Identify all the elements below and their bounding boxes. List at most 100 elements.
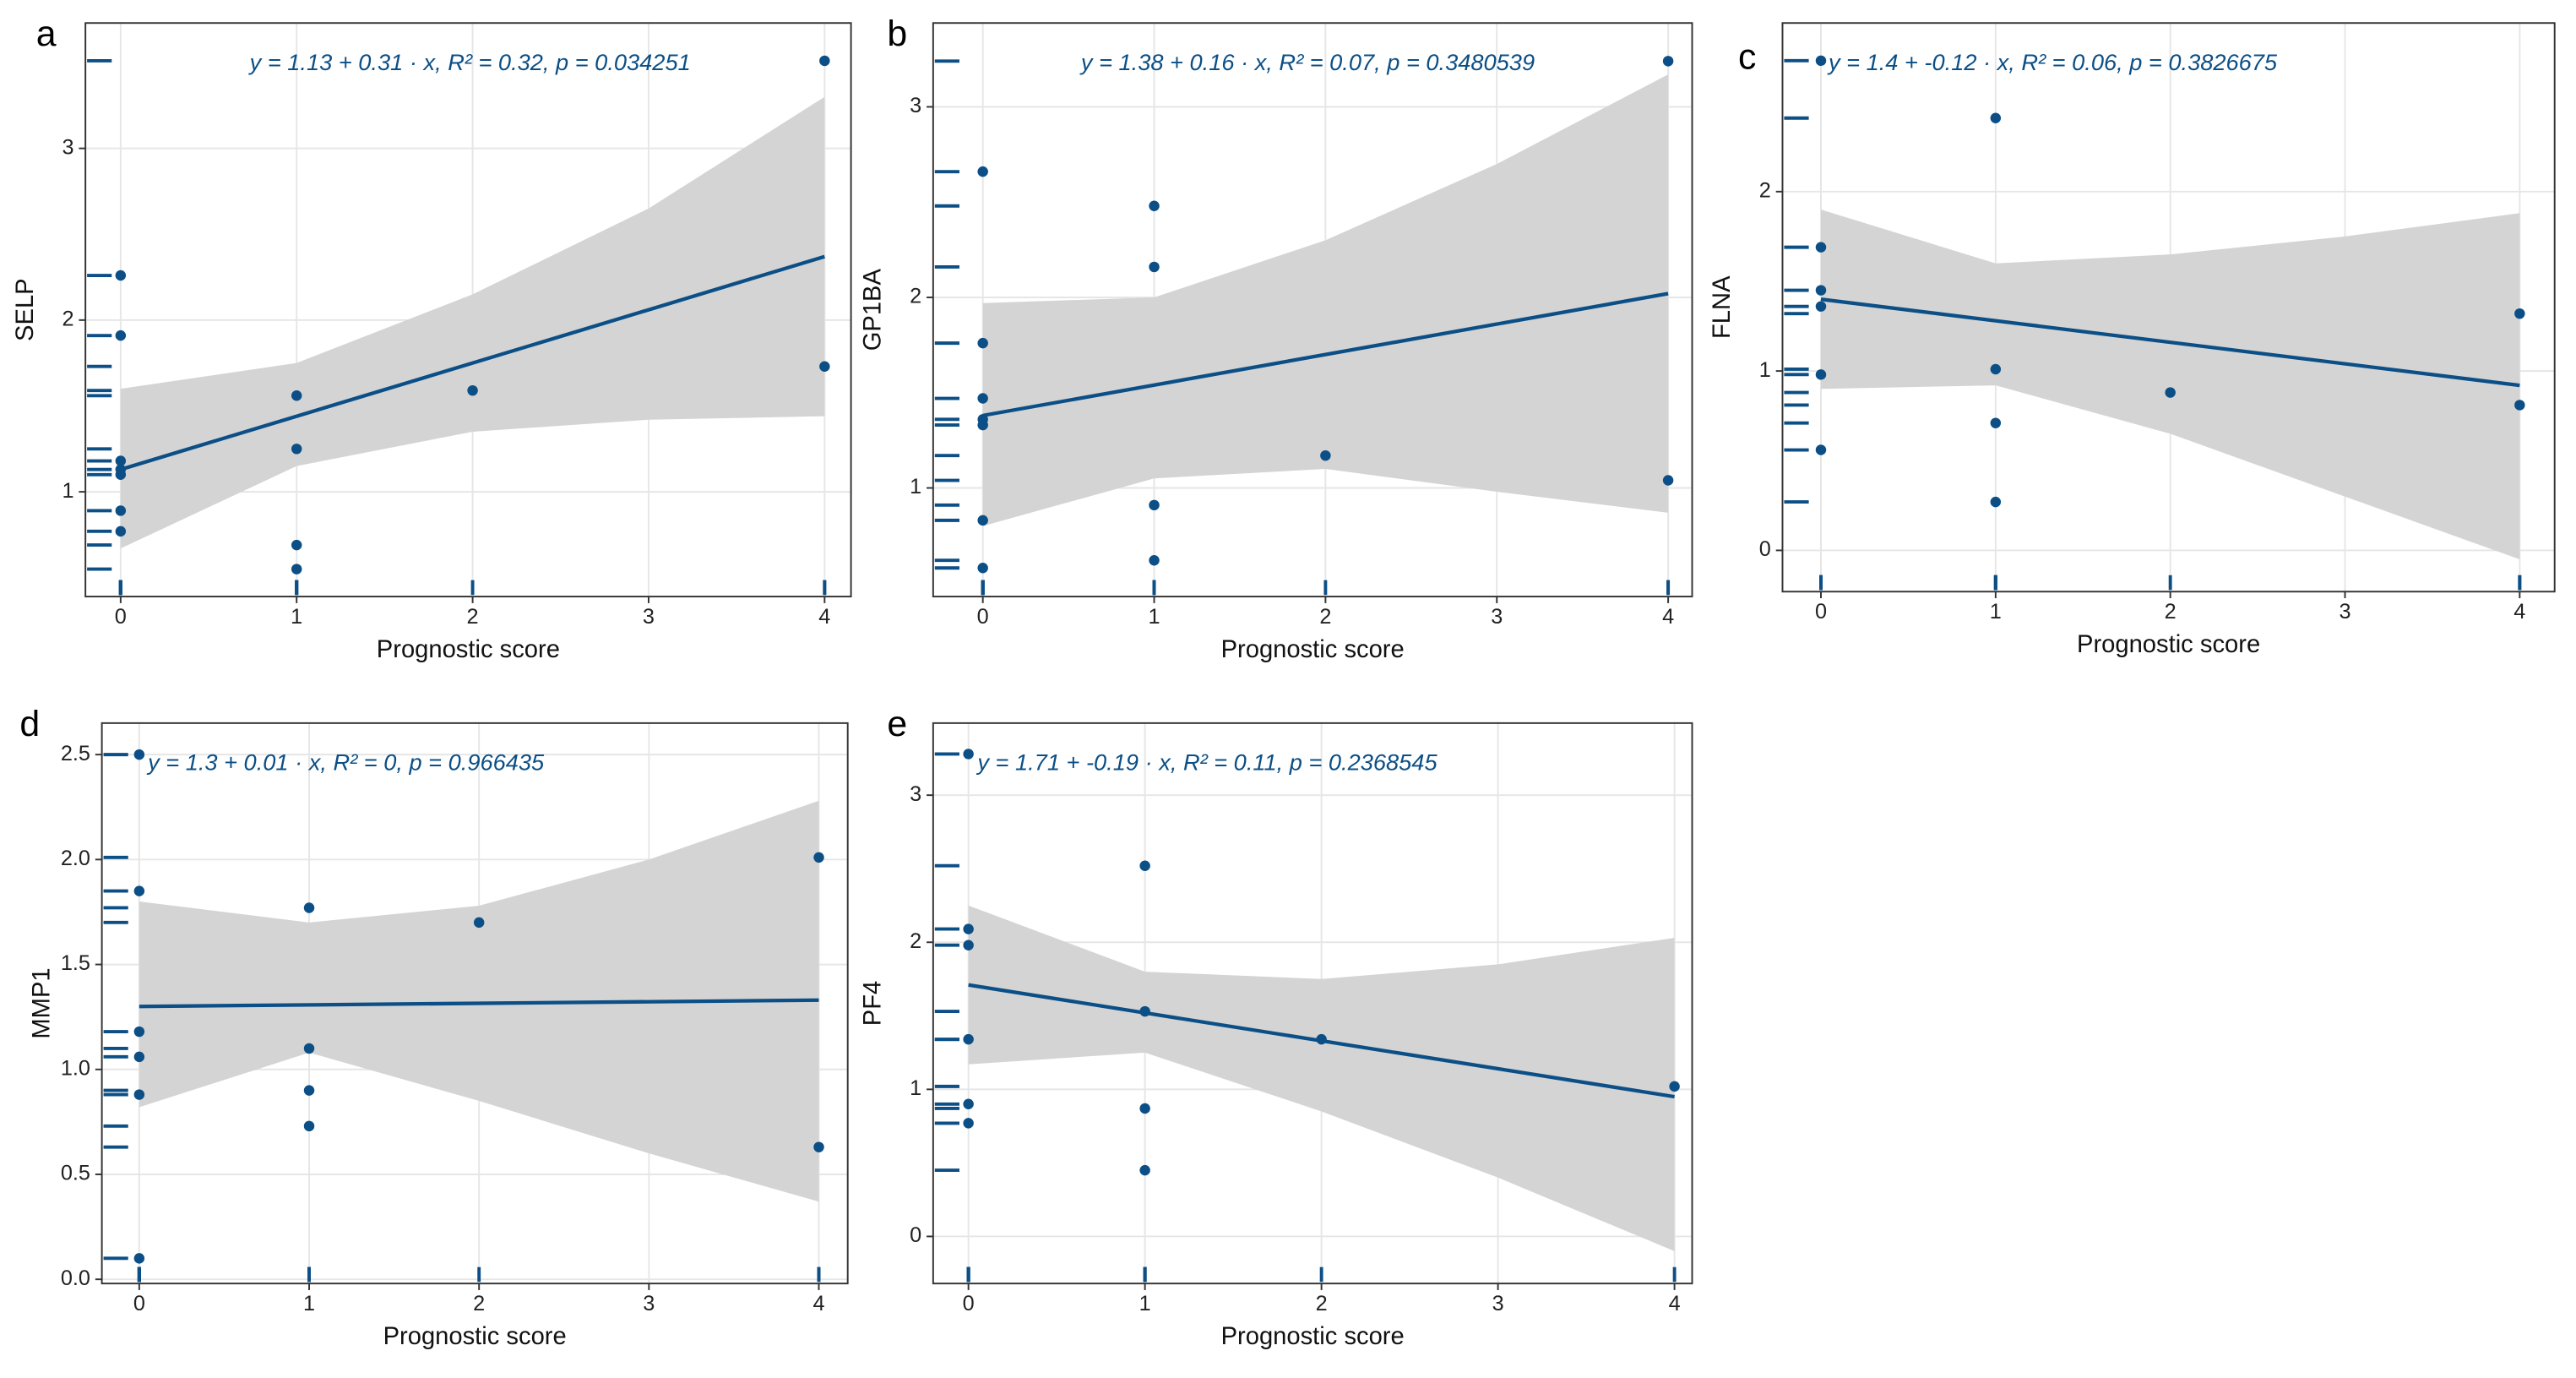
point [977,166,988,177]
x-tick-label: 3 [2339,600,2350,624]
point [303,1120,315,1132]
confidence-band [1820,210,2520,560]
point [963,749,974,760]
x-tick-label: 4 [818,605,830,629]
point [115,455,127,466]
y-tick-label: 2 [62,308,73,331]
plot-border [84,22,852,598]
point [813,852,824,863]
x-tick-label: 0 [1815,600,1827,624]
point [1320,449,1331,461]
y-tick-label: 1.5 [61,951,90,975]
panel-label: a [36,14,57,54]
annotation: y = 1.3 + 0.01 · x, R² = 0, p = 0.966435 [146,749,545,776]
point [291,564,302,575]
point [115,270,127,281]
point [977,337,988,349]
x-axis-label: Prognostic score [1221,636,1405,663]
point [133,1026,145,1038]
point [133,1051,145,1063]
point [813,1141,824,1152]
x-tick-label: 0 [115,605,127,629]
point [467,384,478,396]
x-tick-label: 0 [133,1292,145,1315]
point [473,917,485,929]
point [1149,499,1160,511]
x-tick-label: 3 [643,1292,655,1315]
point [963,923,974,934]
fit-line [1820,297,2520,388]
point [303,1085,315,1096]
point [963,940,974,950]
point [963,1033,974,1045]
point [115,469,127,481]
y-tick-label: 1 [910,475,921,498]
point [1815,444,1827,455]
point [115,330,127,341]
y-tick-label: 0 [1759,537,1771,561]
panel-label: e [887,704,907,744]
annotation: y = 1.13 + 0.31 · x, R² = 0.32, p = 0.03… [248,49,691,75]
point [1669,1081,1680,1092]
point [819,55,830,67]
point [1662,56,1674,67]
x-axis-label: Prognostic score [383,1323,567,1350]
point [291,444,302,455]
panel-label: b [887,14,907,54]
point [819,361,830,372]
x-tick-label: 2 [2165,600,2177,624]
y-tick-label: 3 [910,782,921,806]
point [2514,308,2525,319]
point [133,1089,145,1100]
x-axis-label: Prognostic score [2077,631,2260,658]
y-tick-label: 3 [62,135,73,159]
y-axis-label: GP1BA [860,268,887,351]
y-tick-label: 0.0 [61,1266,90,1290]
point [291,539,302,551]
plot-border [932,22,1693,598]
point [1139,1005,1150,1017]
x-tick-label: 3 [1491,605,1503,629]
x-tick-label: 1 [1139,1292,1151,1315]
x-tick-label: 4 [812,1292,824,1315]
plot-border [1781,22,2556,593]
point [1815,55,1827,67]
point [133,885,145,896]
x-tick-label: 1 [291,605,302,629]
point [115,505,127,516]
x-tick-label: 4 [1662,605,1674,629]
point [963,1098,974,1109]
point [963,1118,974,1129]
confidence-band [120,96,825,549]
y-tick-label: 0.5 [61,1162,90,1185]
y-tick-label: 2 [910,929,921,953]
point [1139,1164,1150,1176]
point [1815,285,1827,296]
y-axis-label: PF4 [860,981,887,1026]
plot-border [932,722,1693,1285]
point [977,515,988,526]
y-axis-label: SELP [12,278,39,341]
x-tick-label: 1 [303,1292,315,1315]
panel-label: d [19,704,40,744]
x-axis-label: Prognostic score [377,636,560,663]
y-tick-label: 2 [1759,178,1771,202]
point [1149,200,1160,211]
point [291,390,302,401]
point [133,749,145,760]
x-axis-label: Prognostic score [1221,1323,1405,1350]
x-tick-label: 1 [1149,605,1160,629]
x-tick-label: 4 [1669,1292,1681,1315]
y-tick-label: 1.0 [61,1056,90,1080]
y-tick-label: 2.5 [61,742,90,765]
point [1316,1033,1327,1045]
x-tick-label: 2 [1319,605,1331,629]
confidence-band [139,800,819,1202]
x-tick-label: 0 [977,605,989,629]
point [1139,860,1150,871]
y-tick-label: 0 [910,1223,921,1247]
fit-line [139,998,819,1009]
annotation: y = 1.38 + 0.16 · x, R² = 0.07, p = 0.34… [1079,49,1535,75]
x-tick-label: 4 [2514,600,2525,624]
